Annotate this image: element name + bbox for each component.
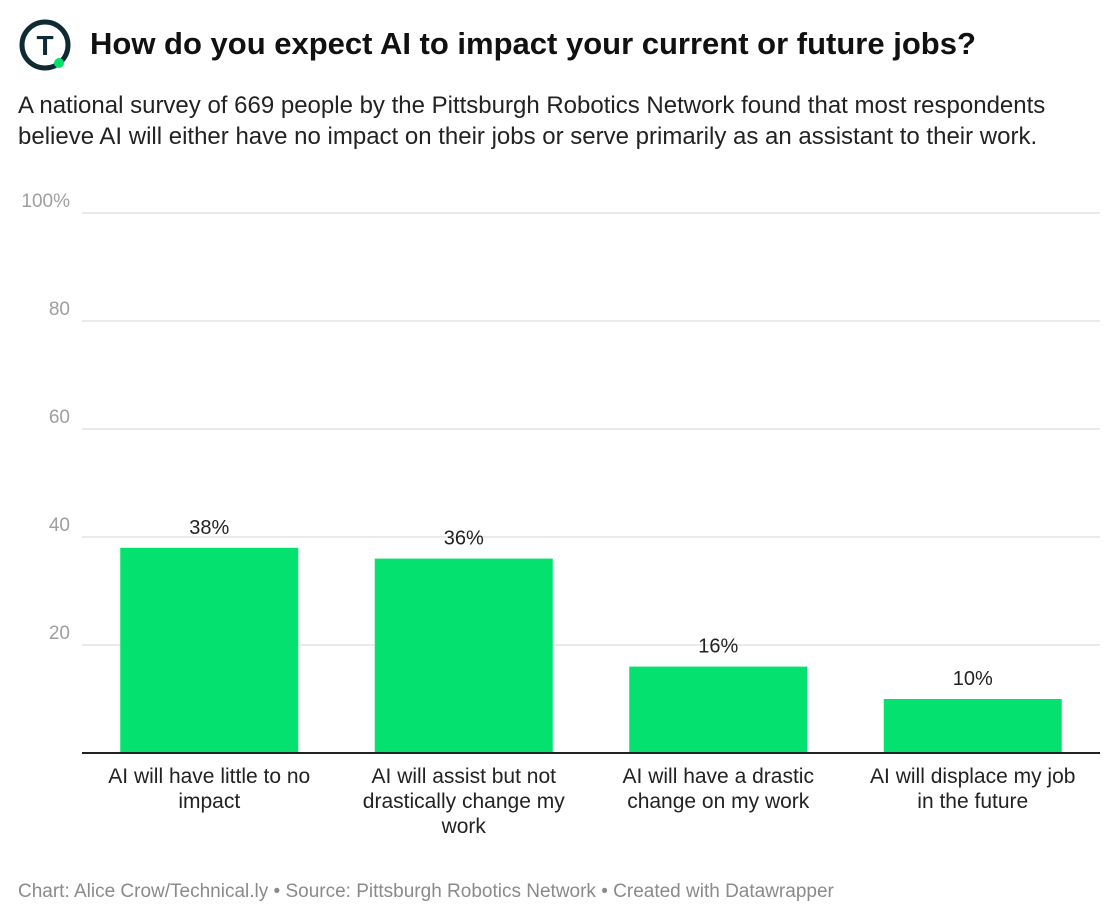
x-tick-label: AI will assist but not: [372, 765, 557, 788]
x-tick-label: change on my work: [627, 790, 810, 813]
bar-chart: 20 40 60 80 100% 38% AI will have little to no…: [21, 191, 1100, 838]
bar: [883, 699, 1062, 753]
chart-footer-credit: Chart: Alice Crow/Technical.ly • Source:…: [18, 881, 834, 902]
y-tick-label: 80: [49, 299, 70, 320]
x-tick-label: work: [441, 815, 487, 838]
y-tick-label: 100%: [21, 191, 70, 212]
bar-value-label: 16%: [698, 636, 738, 658]
x-tick-label: drastically change my: [363, 790, 565, 813]
bar-value-label: 36%: [444, 528, 484, 550]
logo-dot: [54, 58, 64, 68]
logo-ring: [19, 19, 71, 71]
y-tick-label: 20: [49, 623, 70, 644]
technically-logo-icon: T: [19, 19, 71, 71]
bar: [120, 547, 299, 753]
y-tick-label: 40: [49, 515, 70, 536]
bar-value-label: 38%: [189, 517, 229, 539]
logo-letter: T: [36, 30, 53, 61]
chart-title: How do you expect AI to impact your curr…: [90, 26, 976, 61]
y-tick-label: 60: [49, 407, 70, 428]
x-tick-label: impact: [178, 790, 240, 813]
bar: [374, 558, 553, 753]
bar-value-label: 10%: [953, 668, 993, 690]
x-tick-label: in the future: [917, 790, 1028, 813]
x-tick-label: AI will displace my job: [870, 765, 1075, 788]
x-tick-label: AI will have a drastic: [623, 765, 814, 788]
chart-subtitle: A national survey of 669 people by the P…: [18, 92, 1046, 150]
bar: [629, 666, 808, 753]
x-tick-label: AI will have little to no: [108, 765, 310, 788]
